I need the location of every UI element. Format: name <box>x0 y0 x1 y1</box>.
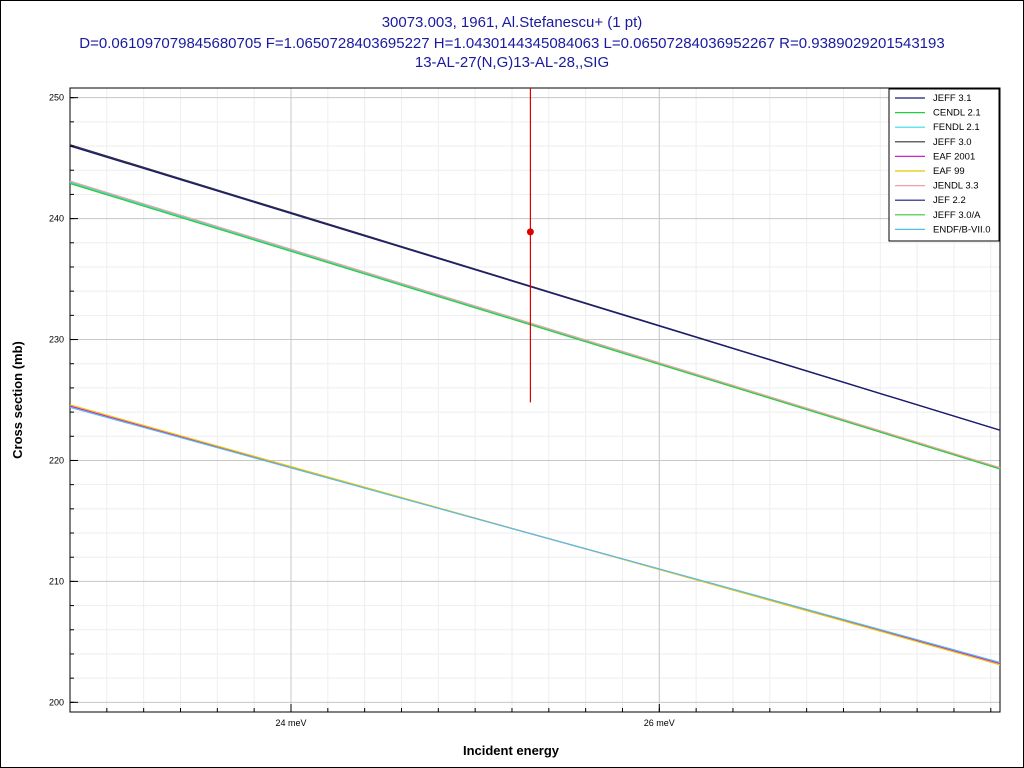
y-tick-label: 250 <box>49 93 64 103</box>
legend-label: FENDL 2.1 <box>933 122 980 133</box>
chart-reaction: 13-AL-27(N,G)13-AL-28,,SIG <box>414 54 610 71</box>
legend-label: JEFF 3.1 <box>933 93 972 104</box>
series-line-jef-2-2 <box>69 145 1001 431</box>
chart-parameters: D=0.061097079845680705 F=1.0650728403695… <box>79 35 945 52</box>
legend-label: CENDL 2.1 <box>933 108 981 119</box>
axis-ticks: 24 meV 26 meV 200 210 220 230 240 250 <box>49 93 992 728</box>
y-axis-title: Cross section (mb) <box>10 341 25 459</box>
y-tick-label: 210 <box>49 576 64 586</box>
minor-grid <box>69 88 1000 712</box>
x-tick-label: 24 meV <box>275 718 306 728</box>
measurement-point <box>526 228 534 236</box>
y-tick-label: 230 <box>49 335 64 345</box>
legend-label: EAF 2001 <box>933 151 975 162</box>
chart-title: 30073.003, 1961, Al.Stefanescu+ (1 pt) <box>381 14 643 31</box>
legend-label: JEFF 3.0/A <box>933 210 981 221</box>
y-tick-label: 220 <box>49 455 64 465</box>
y-tick-label: 200 <box>49 697 64 707</box>
legend-label: JEFF 3.0 <box>933 137 972 148</box>
legend-label: ENDF/B-VII.0 <box>933 224 991 235</box>
series-line-jendl-3-3 <box>69 180 1001 469</box>
series-line-jeff-3-0-a <box>69 182 1001 470</box>
legend-box <box>888 88 1000 242</box>
y-tick-label: 240 <box>49 214 64 224</box>
legend: JEFF 3.1 CENDL 2.1 FENDL 2.1 JEFF 3.0 EAF 20… <box>888 88 1000 242</box>
x-axis-title: Incident energy <box>463 743 560 758</box>
plot-area-border <box>69 87 1001 713</box>
measurement-layer <box>526 88 534 403</box>
series-layer <box>69 144 1001 666</box>
legend-label: JENDL 3.3 <box>933 181 979 192</box>
legend-label: EAF 99 <box>933 166 965 177</box>
x-tick-label: 26 meV <box>644 718 675 728</box>
major-grid <box>70 88 1000 712</box>
legend-label: JEF 2.2 <box>933 195 966 206</box>
series-line-endf-b-vii-0 <box>69 406 1001 663</box>
